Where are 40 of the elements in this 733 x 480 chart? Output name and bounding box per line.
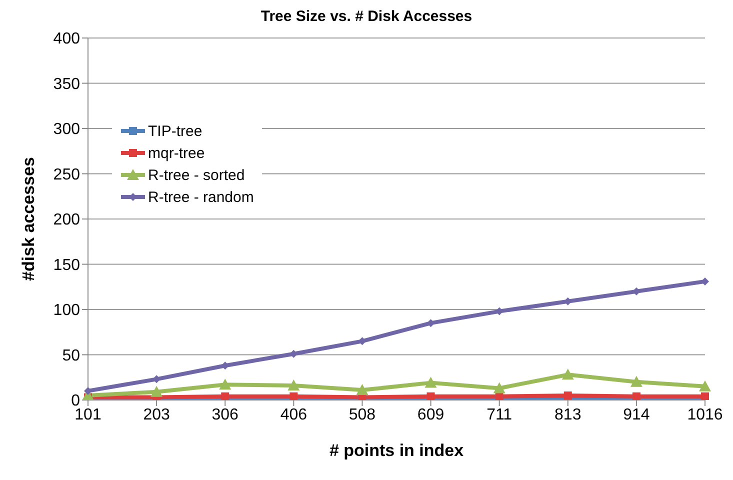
chart-title: Tree Size vs. # Disk Accesses <box>260 8 474 27</box>
point <box>150 386 163 397</box>
x-tick-label: 508 <box>348 406 376 424</box>
point <box>699 380 711 392</box>
y-tick-label: 250 <box>53 166 80 184</box>
point <box>356 384 368 396</box>
point <box>562 368 574 380</box>
x-tick-label: 1016 <box>687 406 723 424</box>
point <box>221 392 230 400</box>
legend-label: mqr-tree <box>148 144 205 162</box>
x-tick-label: 711 <box>486 406 512 424</box>
point <box>426 392 435 400</box>
y-tick-label: 200 <box>53 212 80 229</box>
y-tick-label: 400 <box>53 30 80 48</box>
y-tick-label: 50 <box>62 347 80 364</box>
legend-label: R-tree - sorted <box>148 166 245 184</box>
x-tick-label: 203 <box>143 406 170 424</box>
point <box>219 378 232 390</box>
legend-label: TIP-tree <box>148 122 202 140</box>
point <box>632 392 640 400</box>
point <box>630 376 642 387</box>
point <box>424 376 437 388</box>
legend-label: R-tree - random <box>148 188 254 206</box>
point <box>290 392 298 400</box>
x-tick-label: 609 <box>417 406 444 424</box>
x-tick-label: 406 <box>280 406 308 424</box>
point <box>84 386 92 395</box>
point <box>288 380 300 391</box>
y-tick-label: 150 <box>53 256 80 274</box>
x-tick-label: 306 <box>212 406 239 424</box>
y-tick-label: 100 <box>53 302 80 320</box>
point <box>701 392 709 400</box>
point <box>493 382 506 394</box>
x-tick-label: 914 <box>623 406 650 424</box>
point <box>495 392 504 400</box>
x-axis-title: # points in index <box>329 441 464 460</box>
y-tick-label: 300 <box>53 121 80 138</box>
y-tick-label: 350 <box>53 76 80 93</box>
x-tick-label: 813 <box>554 406 582 424</box>
y-axis-title: #disk accesses <box>19 157 38 281</box>
